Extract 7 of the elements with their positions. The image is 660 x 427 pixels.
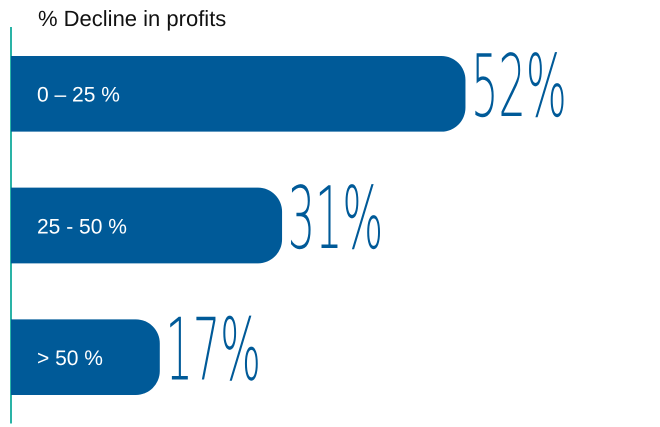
y-tick-label: > 50 %	[37, 346, 103, 370]
data-label: 52%	[471, 38, 567, 138]
y-tick-label: 0 – 25 %	[37, 84, 120, 107]
data-label: 17%	[165, 301, 262, 402]
y-tick-label: 25 - 50 %	[37, 215, 127, 238]
chart-title: % Decline in profits	[38, 6, 226, 32]
data-label: 31%	[288, 169, 384, 270]
